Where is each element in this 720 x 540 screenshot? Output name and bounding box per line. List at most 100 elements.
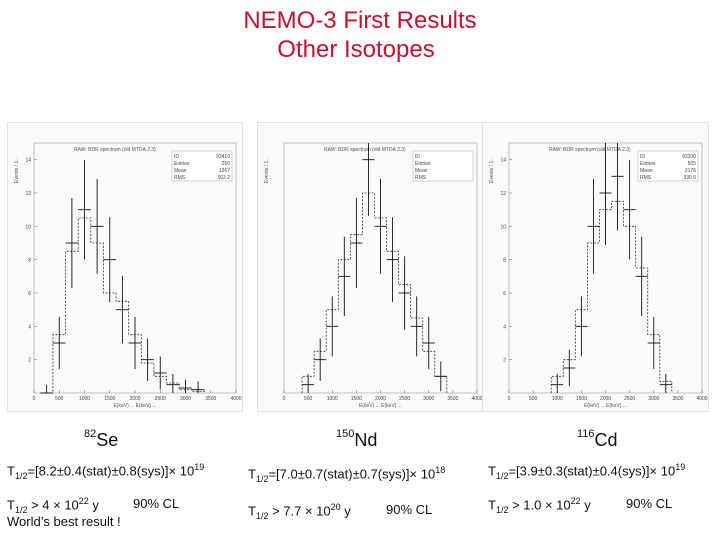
x-axis-label: E(keV) ... E(keV) ...: [359, 403, 402, 409]
stats-label: Mean: [174, 168, 187, 174]
stats-label: Entries: [640, 161, 656, 167]
exponent: 19: [675, 462, 686, 472]
exponent: 22: [570, 496, 581, 506]
y-axis-label: Events / 1...: [264, 157, 270, 183]
y-tick-label: 4: [503, 324, 506, 330]
x-tick-label: 2000: [600, 396, 611, 402]
mc-histogram: [40, 217, 205, 394]
x-tick-label: 0: [33, 396, 36, 402]
half-life-se: T1/2=[8.2±0.4(stat)±0.8(sys)]× 1019: [7, 462, 204, 481]
y-tick-label: 10: [500, 224, 506, 230]
isotope-label-nd: 150Nd: [336, 428, 378, 451]
limit-value: > 1.0 × 10: [508, 497, 571, 513]
stats-box: [412, 150, 474, 182]
title-line-1: NEMO-3 First Results: [243, 7, 477, 34]
t-subscript: 1/2: [255, 510, 269, 521]
t-symbol: T: [488, 497, 496, 513]
stats-value: 93200: [682, 154, 696, 160]
y-axis-label: Events / 1...: [489, 157, 495, 183]
spectrum-plot-se: RAW: BDR spectrum (old MTDA 2.3) ID 93410 E…: [14, 142, 242, 409]
spectrum-plot-nd: RAW: BDR spectrum (old MTDA 2.3) IDEntrie…: [264, 142, 483, 409]
x-tick-label: 500: [529, 396, 538, 402]
limit-cd: T1/2 > 1.0 × 1022 y: [488, 496, 591, 515]
half-life-value: =[3.9±0.3(stat)±0.4(sys)]× 10: [508, 463, 676, 479]
mc-histogram: [301, 192, 448, 393]
stats-label: Entries: [415, 161, 431, 167]
y-tick-label: 6: [28, 291, 31, 297]
stats-label: ID: [640, 154, 645, 160]
x-tick-label: 2500: [624, 396, 635, 402]
exponent: 18: [435, 465, 446, 475]
t-subscript: 1/2: [495, 504, 509, 515]
stats-value: 1267: [219, 168, 230, 174]
plot-header: RAW: BDR spectrum (old MTDA 2.3): [549, 147, 631, 153]
x-tick-label: 2500: [399, 396, 410, 402]
t-subscript: 1/2: [14, 504, 28, 515]
plot-panel-se: RAW: BDR spectrum (old MTDA 2.3) ID 93410 E…: [7, 122, 243, 412]
x-tick-label: 4000: [230, 396, 241, 402]
cl-se: 90% CL: [133, 496, 180, 511]
stats-box: [637, 150, 699, 182]
y-tick-label: 12: [500, 191, 506, 197]
half-life-cd: T1/2=[3.9±0.3(stat)±0.4(sys)]× 1019: [488, 462, 685, 481]
x-tick-label: 3500: [205, 396, 216, 402]
x-tick-label: 1000: [327, 396, 338, 402]
t-subscript: 1/2: [255, 473, 269, 484]
stats-value: 505: [688, 161, 697, 167]
x-tick-label: 2000: [375, 396, 386, 402]
stats-value: 502.2: [217, 175, 230, 181]
limit-value: > 4 × 10: [27, 497, 79, 513]
stats-value: 2176: [685, 168, 696, 174]
x-tick-label: 3000: [648, 396, 659, 402]
stats-label: RMS: [174, 175, 186, 181]
x-tick-label: 2500: [155, 396, 166, 402]
t-symbol: T: [248, 466, 256, 482]
stats-value: 330.5: [683, 175, 696, 181]
x-tick-label: 500: [55, 396, 64, 402]
y-tick-label: 4: [28, 324, 31, 330]
x-tick-label: 0: [283, 396, 286, 402]
cl-nd: 90% CL: [386, 502, 433, 517]
cl-cd: 90% CL: [626, 496, 673, 511]
y-tick-label: 8: [28, 258, 31, 264]
half-life-nd: T1/2=[7.0±0.7(stat)±0.7(sys)]× 1018: [248, 465, 445, 484]
stats-label: RMS: [415, 175, 427, 181]
plot-panel-cd: RAW: BDR spectrum (old MTDA 2.3) ID 93200 E…: [482, 122, 709, 412]
stats-label: Entries: [174, 161, 190, 167]
x-tick-label: 3000: [423, 396, 434, 402]
x-tick-label: 500: [304, 396, 313, 402]
x-tick-label: 3500: [672, 396, 683, 402]
limit-unit: y: [88, 497, 99, 513]
exponent: 20: [330, 502, 341, 512]
x-tick-label: 1500: [104, 396, 115, 402]
world-best-note: World’s best result !: [7, 514, 121, 529]
t-symbol: T: [248, 503, 256, 519]
y-tick-label: 8: [503, 258, 506, 264]
stats-label: Mean: [415, 168, 428, 174]
t-symbol: T: [7, 463, 15, 479]
limit-unit: y: [340, 503, 351, 519]
x-tick-label: 4000: [471, 396, 482, 402]
plot-panel-nd: RAW: BDR spectrum (old MTDA 2.3) ID Entrie…: [257, 122, 484, 412]
t-subscript: 1/2: [14, 470, 28, 481]
stats-value: 250: [222, 161, 231, 167]
x-tick-label: 3000: [180, 396, 191, 402]
exponent: 19: [194, 462, 205, 472]
exponent: 22: [78, 496, 89, 506]
stats-value: 93410: [216, 154, 230, 160]
title-line-2: Other Isotopes: [277, 36, 435, 63]
mass-number: 116: [577, 428, 595, 440]
element-symbol: Nd: [354, 430, 378, 450]
stats-label: RMS: [640, 175, 652, 181]
x-tick-label: 2000: [129, 396, 140, 402]
t-symbol: T: [7, 497, 15, 513]
y-tick-label: 2: [503, 358, 506, 364]
element-symbol: Cd: [594, 430, 618, 450]
x-tick-label: 1500: [351, 396, 362, 402]
slide-title: NEMO-3 First Results Other Isotopes: [0, 6, 720, 64]
y-axis-label: Events / 1...: [14, 157, 20, 183]
y-tick-label: 14: [25, 158, 31, 164]
mass-number: 82: [84, 428, 97, 440]
y-tick-label: 10: [25, 224, 31, 230]
x-tick-label: 1000: [552, 396, 563, 402]
